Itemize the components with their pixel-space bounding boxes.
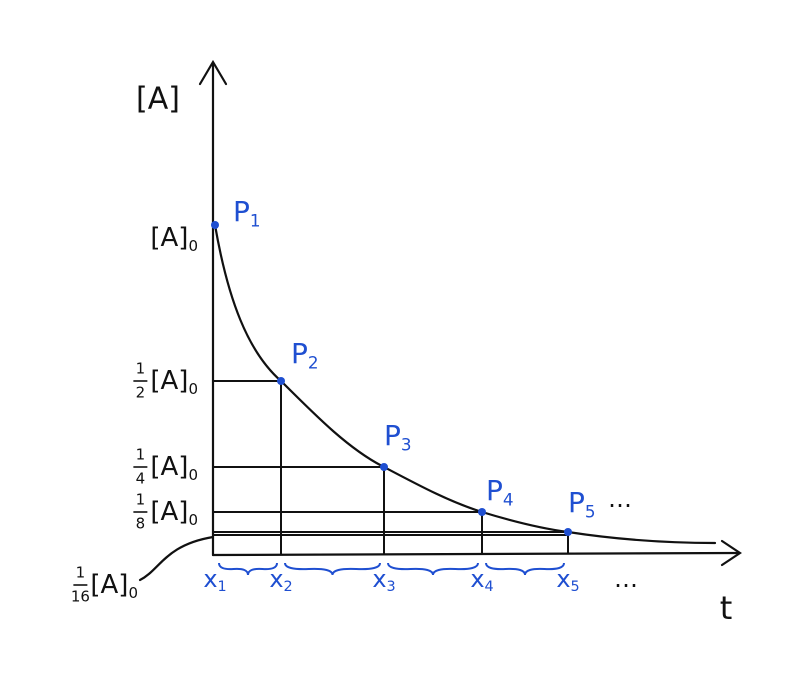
x-label-base: x	[203, 565, 217, 593]
point-label-base: P	[291, 337, 308, 370]
point	[478, 508, 486, 516]
fraction-numerator: 1	[136, 446, 146, 464]
point-label-subscript: 1	[250, 210, 261, 230]
fraction-numerator: 1	[136, 491, 146, 509]
point-label-subscript: 5	[585, 501, 596, 521]
x-label-subscript: 5	[571, 579, 580, 595]
x-label-base: x	[470, 565, 484, 593]
axes	[138, 59, 742, 582]
y-label: [A]0	[150, 452, 198, 484]
brace	[485, 562, 565, 576]
x-label-base: x	[269, 565, 283, 593]
point-label: P5	[568, 486, 596, 521]
y-label-subscript: 0	[188, 380, 198, 398]
y-label-base: [A]	[90, 570, 128, 600]
layer: P1x1P2x2P3x3P4x4P5x5[A]0[A]012[A]014[A]0…	[71, 195, 596, 606]
point	[211, 221, 219, 229]
x-arrow	[720, 539, 742, 567]
point	[564, 528, 572, 536]
decay-curve	[213, 223, 717, 545]
y-label: [A]0	[90, 570, 138, 602]
y-arrow	[198, 59, 228, 86]
y-label: [A]0	[150, 223, 198, 255]
point-label-subscript: 2	[308, 352, 319, 372]
point-label-base: P	[486, 474, 503, 507]
x-label-subscript: 3	[387, 579, 396, 595]
x-label-subscript: 2	[284, 579, 293, 595]
x-axis	[211, 551, 740, 557]
x-label: x1	[203, 565, 226, 595]
point-label-subscript: 3	[401, 434, 412, 454]
brace	[387, 562, 479, 576]
fraction-numerator: 1	[136, 360, 146, 378]
y-label-subscript: 0	[188, 511, 198, 529]
y-label-subscript: 0	[188, 466, 198, 484]
y-label-subscript: 0	[128, 584, 138, 602]
ellipsis: …	[608, 485, 632, 513]
point-label-base: P	[384, 419, 401, 452]
x-label-base: x	[372, 565, 386, 593]
y-label: [A]0	[150, 366, 198, 398]
ellipsis: …	[614, 565, 638, 593]
y-label-base: [A]	[150, 366, 188, 396]
point	[380, 463, 388, 471]
brace	[284, 562, 381, 576]
x-label-base: x	[556, 565, 570, 593]
brace	[218, 562, 278, 576]
x-label: x3	[372, 565, 395, 595]
fraction-denominator: 2	[136, 384, 146, 402]
fraction-denominator: 16	[71, 588, 90, 606]
point	[277, 377, 285, 385]
point-label: P3	[384, 419, 412, 454]
y-label-subscript: 0	[188, 237, 198, 255]
y-label-base: [A]	[150, 497, 188, 527]
point-label-base: P	[233, 195, 250, 228]
x-label: x2	[269, 565, 292, 595]
x-label-subscript: 4	[485, 579, 494, 595]
y-axis-label: [A]	[136, 82, 180, 117]
point-label: P4	[486, 474, 514, 509]
fraction-denominator: 4	[136, 470, 146, 488]
point-label: P2	[291, 337, 319, 372]
y-label: [A]0	[150, 497, 198, 529]
x-label-subscript: 1	[218, 579, 227, 595]
y-label-base: [A]	[150, 452, 188, 482]
point-label-subscript: 4	[503, 489, 514, 509]
x-label: x5	[556, 565, 579, 595]
y-label-base: [A]	[150, 223, 188, 253]
x-label: x4	[470, 565, 493, 595]
point-label: P1	[233, 195, 261, 230]
leader-line	[138, 535, 215, 582]
x-axis-label: t	[720, 589, 733, 627]
point-label-base: P	[568, 486, 585, 519]
fraction-denominator: 8	[136, 515, 146, 533]
fraction-numerator: 1	[76, 564, 86, 582]
